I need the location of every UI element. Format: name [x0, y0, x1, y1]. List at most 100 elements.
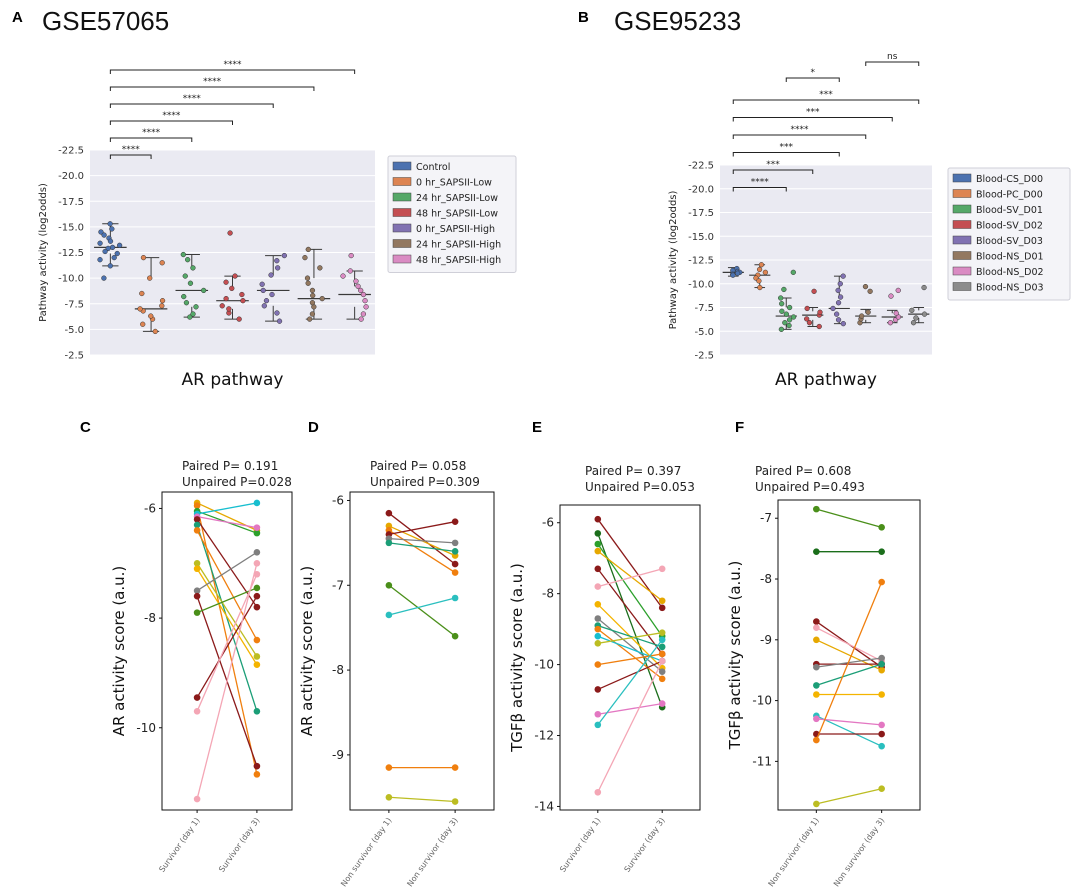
data-point [865, 309, 871, 315]
legend-swatch [952, 266, 972, 276]
data-point-day3 [658, 636, 666, 644]
data-point [259, 281, 265, 287]
data-point [862, 283, 869, 290]
data-point-day1 [594, 530, 602, 537]
data-point-day1 [594, 710, 602, 718]
y-tick-label: -12 [534, 729, 554, 743]
data-point-day1 [594, 632, 602, 640]
data-point [260, 287, 266, 294]
data-point [310, 292, 316, 299]
y-tick-label: -6 [144, 501, 156, 515]
legend-label: Blood-NS_D01 [976, 252, 1044, 263]
panel-B-boxplot: -2.5 -5.0 -7.5 -10.0 -12.5 -15.0 -17.5 -20.0 -22… [668, 52, 1071, 390]
significance-bracket [109, 103, 274, 108]
paired-line [597, 635, 663, 662]
data-point-day1 [813, 682, 820, 689]
significance-bracket [109, 120, 233, 125]
significance-label: **** [142, 128, 161, 138]
paired-line [196, 530, 258, 641]
significance-label: ns [887, 52, 898, 62]
paired-line [597, 617, 663, 673]
paired-line [597, 568, 663, 588]
data-point [137, 306, 143, 312]
data-point [348, 252, 354, 259]
data-point-day3 [451, 518, 459, 525]
data-point [358, 287, 364, 294]
legend-swatch [952, 204, 972, 214]
data-point [159, 303, 165, 309]
data-point-day3 [253, 570, 261, 578]
data-point [783, 311, 790, 317]
data-point-day3 [878, 691, 885, 698]
data-point-day3 [451, 594, 459, 602]
y-axis-label: AR activity score (a.u.) [110, 566, 128, 737]
data-point-day1 [594, 515, 602, 523]
paired-line [597, 660, 663, 691]
y-tick-label: -12.5 [688, 256, 714, 267]
data-point-day1 [594, 721, 602, 729]
data-point-day3 [658, 629, 666, 636]
data-point [781, 286, 787, 293]
data-point-day3 [253, 524, 261, 531]
legend-swatch [952, 251, 972, 260]
data-point [239, 291, 245, 298]
y-tick-label: -10 [752, 694, 772, 708]
data-point [835, 287, 841, 294]
y-axis-label: TGFβ activity score (a.u.) [726, 561, 744, 751]
legend-swatch [392, 208, 412, 217]
x-tick-label: Survivor (day 3) [622, 816, 666, 874]
paired-line [597, 660, 663, 793]
data-point [835, 300, 842, 306]
paired-line [388, 512, 456, 565]
data-point-day1 [594, 640, 602, 647]
significance-bracket [109, 69, 356, 74]
data-point [895, 287, 901, 294]
data-point [305, 280, 311, 286]
data-point-day1 [193, 708, 201, 715]
data-point-day1 [385, 611, 393, 619]
data-point-day1 [193, 521, 201, 529]
paired-line [388, 529, 456, 574]
data-point-day1 [594, 540, 602, 548]
significance-bracket [785, 77, 840, 82]
data-point [274, 310, 280, 316]
data-point [180, 251, 186, 258]
data-point [107, 238, 114, 244]
legend-swatch [952, 189, 972, 198]
data-point [109, 244, 116, 251]
y-tick-label: -17.5 [688, 208, 714, 219]
data-point-day1 [813, 691, 820, 698]
data-point [227, 230, 233, 236]
data-point-day1 [193, 609, 201, 616]
significance-bracket [109, 86, 315, 91]
data-point [347, 268, 353, 274]
data-point [114, 250, 120, 257]
legend-swatch [952, 220, 972, 229]
data-point [140, 254, 147, 261]
paired-line [816, 639, 882, 671]
significance-bracket [732, 187, 787, 192]
data-point [363, 304, 369, 310]
data-point-day3 [253, 529, 261, 537]
panel-A-boxplot: -2.5 -5.0 -7.5 -10.0 -12.5 -15.0 -17.5 -20.0 -22… [38, 60, 517, 390]
plot-frame [349, 491, 495, 811]
paired-line [196, 502, 258, 515]
data-point [913, 315, 919, 321]
data-point [187, 280, 194, 286]
y-tick-label: -10.0 [58, 274, 84, 285]
data-point [909, 307, 915, 314]
data-point-day1 [594, 661, 602, 668]
y-tick-label: -2.5 [694, 351, 714, 362]
data-point-day1 [813, 548, 820, 555]
data-point-day3 [253, 653, 261, 660]
y-tick-label: -7.5 [64, 299, 84, 310]
data-point-day1 [813, 736, 820, 744]
data-point [757, 284, 763, 291]
legend [947, 167, 1071, 301]
data-point [309, 300, 316, 306]
data-point-day1 [193, 559, 201, 567]
data-point [858, 313, 865, 319]
significance-label: * [811, 68, 816, 78]
data-point [837, 294, 844, 300]
data-point [804, 316, 810, 322]
